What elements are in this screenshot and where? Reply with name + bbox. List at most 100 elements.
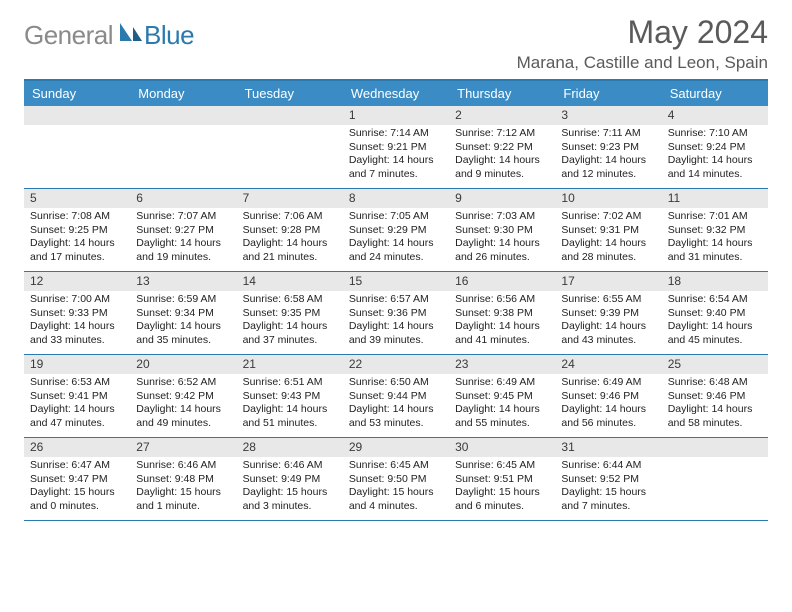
day-number: 9	[449, 189, 555, 208]
sunrise-text: Sunrise: 6:59 AM	[136, 293, 230, 306]
day-cell	[662, 438, 768, 520]
sunrise-text: Sunrise: 6:56 AM	[455, 293, 549, 306]
day-body: Sunrise: 6:57 AMSunset: 9:36 PMDaylight:…	[343, 291, 449, 351]
day-body: Sunrise: 6:54 AMSunset: 9:40 PMDaylight:…	[662, 291, 768, 351]
day-number: 1	[343, 106, 449, 125]
daylight-text: Daylight: 14 hours and 55 minutes.	[455, 403, 549, 430]
day-body: Sunrise: 6:53 AMSunset: 9:41 PMDaylight:…	[24, 374, 130, 434]
daylight-text: Daylight: 14 hours and 17 minutes.	[30, 237, 124, 264]
daylight-text: Daylight: 14 hours and 37 minutes.	[243, 320, 337, 347]
day-body: Sunrise: 6:49 AMSunset: 9:46 PMDaylight:…	[555, 374, 661, 434]
month-title: May 2024	[517, 14, 768, 51]
sunrise-text: Sunrise: 6:48 AM	[668, 376, 762, 389]
daylight-text: Daylight: 14 hours and 31 minutes.	[668, 237, 762, 264]
daylight-text: Daylight: 14 hours and 14 minutes.	[668, 154, 762, 181]
day-number: 27	[130, 438, 236, 457]
day-body: Sunrise: 6:44 AMSunset: 9:52 PMDaylight:…	[555, 457, 661, 517]
day-body: Sunrise: 6:52 AMSunset: 9:42 PMDaylight:…	[130, 374, 236, 434]
sunrise-text: Sunrise: 7:03 AM	[455, 210, 549, 223]
sunrise-text: Sunrise: 6:55 AM	[561, 293, 655, 306]
sunset-text: Sunset: 9:34 PM	[136, 307, 230, 320]
day-number	[237, 106, 343, 125]
daylight-text: Daylight: 14 hours and 43 minutes.	[561, 320, 655, 347]
daylight-text: Daylight: 15 hours and 6 minutes.	[455, 486, 549, 513]
week-row: 5Sunrise: 7:08 AMSunset: 9:25 PMDaylight…	[24, 189, 768, 272]
day-number: 10	[555, 189, 661, 208]
day-cell: 2Sunrise: 7:12 AMSunset: 9:22 PMDaylight…	[449, 106, 555, 188]
day-body: Sunrise: 7:01 AMSunset: 9:32 PMDaylight:…	[662, 208, 768, 268]
day-body: Sunrise: 7:10 AMSunset: 9:24 PMDaylight:…	[662, 125, 768, 185]
day-number: 28	[237, 438, 343, 457]
daylight-text: Daylight: 15 hours and 1 minute.	[136, 486, 230, 513]
daylight-text: Daylight: 14 hours and 26 minutes.	[455, 237, 549, 264]
day-body: Sunrise: 6:56 AMSunset: 9:38 PMDaylight:…	[449, 291, 555, 351]
sunrise-text: Sunrise: 7:10 AM	[668, 127, 762, 140]
sunset-text: Sunset: 9:50 PM	[349, 473, 443, 486]
day-cell: 15Sunrise: 6:57 AMSunset: 9:36 PMDayligh…	[343, 272, 449, 354]
sunset-text: Sunset: 9:43 PM	[243, 390, 337, 403]
day-body: Sunrise: 7:03 AMSunset: 9:30 PMDaylight:…	[449, 208, 555, 268]
sunset-text: Sunset: 9:39 PM	[561, 307, 655, 320]
day-cell	[24, 106, 130, 188]
day-body: Sunrise: 7:12 AMSunset: 9:22 PMDaylight:…	[449, 125, 555, 185]
sunset-text: Sunset: 9:24 PM	[668, 141, 762, 154]
title-block: May 2024 Marana, Castille and Leon, Spai…	[517, 14, 768, 73]
day-body: Sunrise: 7:07 AMSunset: 9:27 PMDaylight:…	[130, 208, 236, 268]
day-number: 30	[449, 438, 555, 457]
day-cell: 24Sunrise: 6:49 AMSunset: 9:46 PMDayligh…	[555, 355, 661, 437]
day-number	[130, 106, 236, 125]
daylight-text: Daylight: 14 hours and 51 minutes.	[243, 403, 337, 430]
sunset-text: Sunset: 9:35 PM	[243, 307, 337, 320]
sunrise-text: Sunrise: 7:05 AM	[349, 210, 443, 223]
day-cell: 28Sunrise: 6:46 AMSunset: 9:49 PMDayligh…	[237, 438, 343, 520]
day-body: Sunrise: 6:50 AMSunset: 9:44 PMDaylight:…	[343, 374, 449, 434]
day-number: 29	[343, 438, 449, 457]
day-cell: 12Sunrise: 7:00 AMSunset: 9:33 PMDayligh…	[24, 272, 130, 354]
sunrise-text: Sunrise: 7:00 AM	[30, 293, 124, 306]
day-cell: 27Sunrise: 6:46 AMSunset: 9:48 PMDayligh…	[130, 438, 236, 520]
day-cell: 9Sunrise: 7:03 AMSunset: 9:30 PMDaylight…	[449, 189, 555, 271]
day-body: Sunrise: 6:47 AMSunset: 9:47 PMDaylight:…	[24, 457, 130, 517]
day-cell: 18Sunrise: 6:54 AMSunset: 9:40 PMDayligh…	[662, 272, 768, 354]
day-number	[24, 106, 130, 125]
sunset-text: Sunset: 9:32 PM	[668, 224, 762, 237]
sunset-text: Sunset: 9:21 PM	[349, 141, 443, 154]
day-number: 23	[449, 355, 555, 374]
day-cell: 11Sunrise: 7:01 AMSunset: 9:32 PMDayligh…	[662, 189, 768, 271]
day-number: 15	[343, 272, 449, 291]
dow-wednesday: Wednesday	[343, 81, 449, 106]
day-number: 7	[237, 189, 343, 208]
sunset-text: Sunset: 9:46 PM	[668, 390, 762, 403]
day-cell: 16Sunrise: 6:56 AMSunset: 9:38 PMDayligh…	[449, 272, 555, 354]
sunset-text: Sunset: 9:49 PM	[243, 473, 337, 486]
sunrise-text: Sunrise: 6:58 AM	[243, 293, 337, 306]
sunrise-text: Sunrise: 7:06 AM	[243, 210, 337, 223]
daylight-text: Daylight: 15 hours and 7 minutes.	[561, 486, 655, 513]
sunset-text: Sunset: 9:51 PM	[455, 473, 549, 486]
daylight-text: Daylight: 14 hours and 7 minutes.	[349, 154, 443, 181]
day-cell: 3Sunrise: 7:11 AMSunset: 9:23 PMDaylight…	[555, 106, 661, 188]
daylight-text: Daylight: 15 hours and 4 minutes.	[349, 486, 443, 513]
sunrise-text: Sunrise: 6:52 AM	[136, 376, 230, 389]
day-cell: 14Sunrise: 6:58 AMSunset: 9:35 PMDayligh…	[237, 272, 343, 354]
day-number: 13	[130, 272, 236, 291]
sunrise-text: Sunrise: 6:44 AM	[561, 459, 655, 472]
day-number: 6	[130, 189, 236, 208]
daylight-text: Daylight: 14 hours and 39 minutes.	[349, 320, 443, 347]
daylight-text: Daylight: 14 hours and 41 minutes.	[455, 320, 549, 347]
dow-sunday: Sunday	[24, 81, 130, 106]
day-cell: 30Sunrise: 6:45 AMSunset: 9:51 PMDayligh…	[449, 438, 555, 520]
daylight-text: Daylight: 15 hours and 0 minutes.	[30, 486, 124, 513]
day-cell: 20Sunrise: 6:52 AMSunset: 9:42 PMDayligh…	[130, 355, 236, 437]
day-number	[662, 438, 768, 457]
day-cell: 31Sunrise: 6:44 AMSunset: 9:52 PMDayligh…	[555, 438, 661, 520]
daylight-text: Daylight: 14 hours and 9 minutes.	[455, 154, 549, 181]
daylight-text: Daylight: 14 hours and 56 minutes.	[561, 403, 655, 430]
page: General Blue May 2024 Marana, Castille a…	[0, 0, 792, 531]
day-number: 26	[24, 438, 130, 457]
sunset-text: Sunset: 9:47 PM	[30, 473, 124, 486]
week-row: 19Sunrise: 6:53 AMSunset: 9:41 PMDayligh…	[24, 355, 768, 438]
sunrise-text: Sunrise: 7:11 AM	[561, 127, 655, 140]
day-cell: 5Sunrise: 7:08 AMSunset: 9:25 PMDaylight…	[24, 189, 130, 271]
logo-text-blue: Blue	[144, 20, 194, 51]
